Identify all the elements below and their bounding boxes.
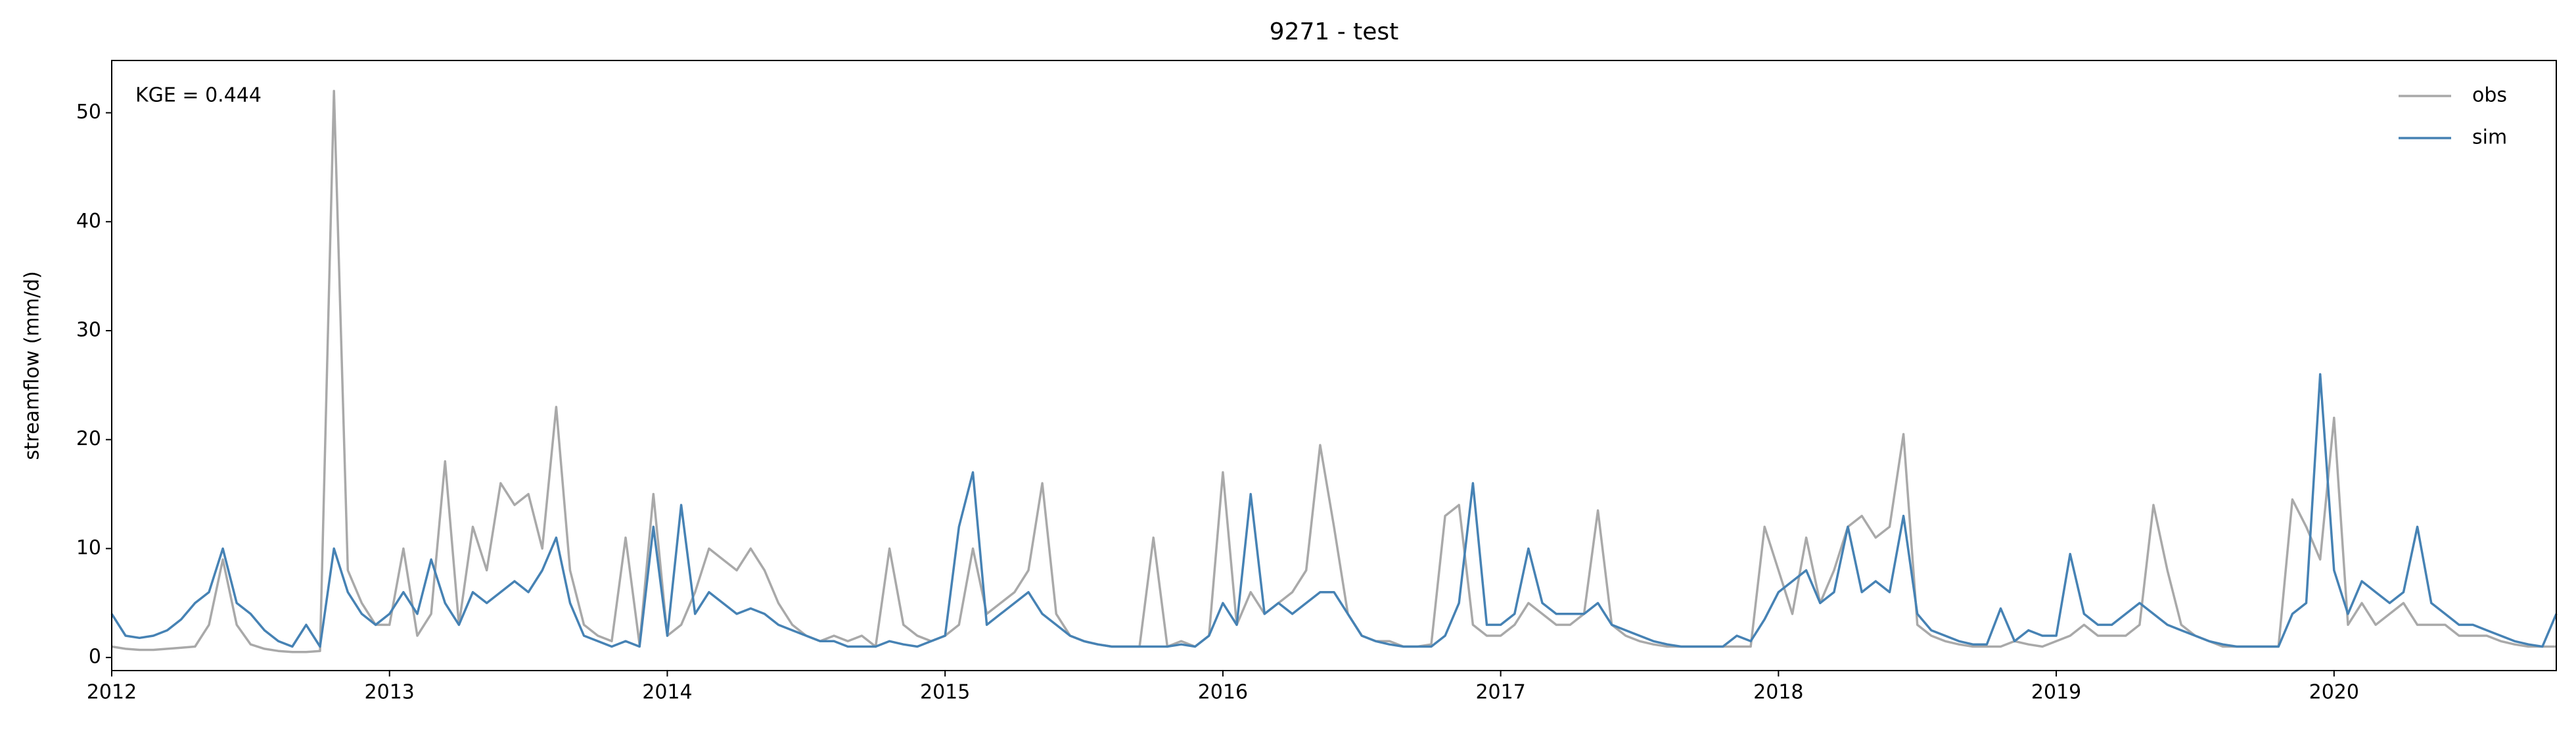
legend-label: sim <box>2472 126 2507 149</box>
y-tick-label: 40 <box>76 210 101 233</box>
y-tick-label: 0 <box>89 646 101 669</box>
y-axis-label: streamflow (mm/d) <box>21 271 44 460</box>
plot-frame <box>111 60 2557 671</box>
legend-label: obs <box>2472 84 2507 107</box>
annotation: KGE = 0.444 <box>135 84 262 107</box>
x-tick-label: 2018 <box>1753 681 1803 704</box>
x-tick-label: 2020 <box>2309 681 2359 704</box>
y-tick-label: 50 <box>76 101 101 124</box>
x-tick-label: 2016 <box>1198 681 1248 704</box>
y-tick-label: 20 <box>76 427 101 450</box>
y-tick-label: 30 <box>76 318 101 341</box>
x-tick-label: 2017 <box>1475 681 1525 704</box>
x-tick-label: 2015 <box>920 681 970 704</box>
chart-title: 9271 - test <box>1270 18 1399 45</box>
series-line <box>111 89 2556 653</box>
x-tick-label: 2014 <box>642 681 692 704</box>
series-line <box>110 373 2558 648</box>
x-tick-label: 2019 <box>2031 681 2081 704</box>
x-tick-label: 2012 <box>87 681 137 704</box>
y-tick-label: 10 <box>76 536 101 559</box>
x-tick-label: 2013 <box>365 681 415 704</box>
